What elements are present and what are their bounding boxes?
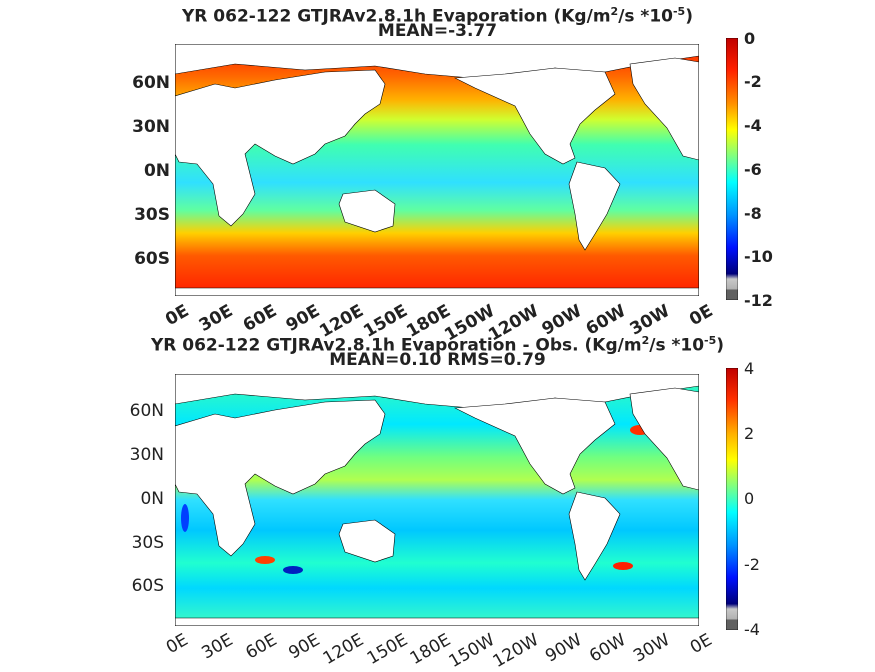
lon-label: 90W	[541, 630, 585, 667]
lat-label: 60S	[131, 576, 164, 596]
lon-label: 120E	[319, 630, 367, 669]
lat-label: 60N	[132, 73, 170, 93]
lon-label: 30E	[197, 630, 236, 664]
colorbar-tick: -2	[744, 555, 760, 574]
lon-label: 180E	[406, 630, 454, 669]
lat-label: 0N	[143, 161, 170, 181]
map-subtitle-top: MEAN=-3.77	[377, 21, 498, 41]
eurasia-africa-land	[175, 399, 386, 557]
lat-label: 0N	[140, 489, 164, 509]
anomaly-patch	[255, 556, 275, 564]
anomaly-patch	[613, 562, 633, 570]
lat-label: 30N	[129, 445, 164, 465]
colorbar-tick: -4	[744, 620, 760, 639]
lon-label: 0E	[163, 630, 192, 659]
colorbar-tick: 4	[744, 359, 755, 378]
colorbar-tick: -8	[744, 204, 762, 223]
colorbar-tick: -10	[744, 247, 773, 266]
colorbar-bottom	[726, 368, 738, 630]
lon-label: 150W	[445, 630, 498, 672]
australia-land	[338, 189, 396, 233]
lat-label: 30S	[134, 205, 170, 225]
colorbar-tick: -2	[744, 72, 762, 91]
ocean-field	[175, 374, 699, 626]
greenland-europe-land	[629, 387, 699, 491]
map-title-top: YR 062-122 GTJRAv2.8.1h Evaporation (Kg/…	[181, 5, 693, 27]
lon-label: 90E	[284, 630, 323, 664]
antarctica-land	[175, 287, 699, 296]
eurasia-africa-land	[175, 69, 386, 227]
colorbar-tick: -4	[744, 116, 762, 135]
anomaly-patch	[283, 566, 303, 574]
greenland-europe-land	[629, 57, 699, 161]
lat-label: 60N	[129, 401, 164, 421]
lon-label: 0E	[685, 301, 716, 331]
ocean-field	[175, 44, 699, 296]
north-america-land	[453, 67, 616, 165]
colorbar-top	[726, 38, 738, 300]
lon-label: 120W	[489, 630, 542, 672]
colorbar-tick: -12	[744, 291, 773, 310]
lat-label: 30N	[132, 117, 170, 137]
antarctica-land	[175, 617, 699, 626]
lat-label: 30S	[131, 533, 164, 553]
map-subtitle-bottom: MEAN=0.10 RMS=0.79	[329, 350, 546, 370]
south-america-land	[568, 161, 621, 251]
difference-map	[175, 374, 699, 626]
anomaly-patch	[181, 504, 189, 532]
colorbar-tick: -6	[744, 160, 762, 179]
lon-label: 0E	[161, 301, 192, 331]
colorbar-tick: 2	[744, 424, 755, 443]
lon-label: 60W	[585, 630, 629, 667]
evaporation-map	[175, 44, 699, 296]
lon-label: 60E	[241, 630, 280, 664]
lon-label: 30W	[629, 630, 673, 667]
lat-label: 60S	[134, 249, 170, 269]
colorbar-tick: 0	[744, 29, 756, 48]
lon-label: 150E	[363, 630, 411, 669]
australia-land	[338, 519, 396, 563]
lon-label: 0E	[687, 630, 716, 659]
map-title-bottom: YR 062-122 GTJRAv2.8.1h Evaporation - Ob…	[150, 334, 725, 356]
south-america-land	[568, 491, 621, 581]
north-america-land	[453, 397, 616, 495]
colorbar-tick: 0	[744, 489, 755, 508]
